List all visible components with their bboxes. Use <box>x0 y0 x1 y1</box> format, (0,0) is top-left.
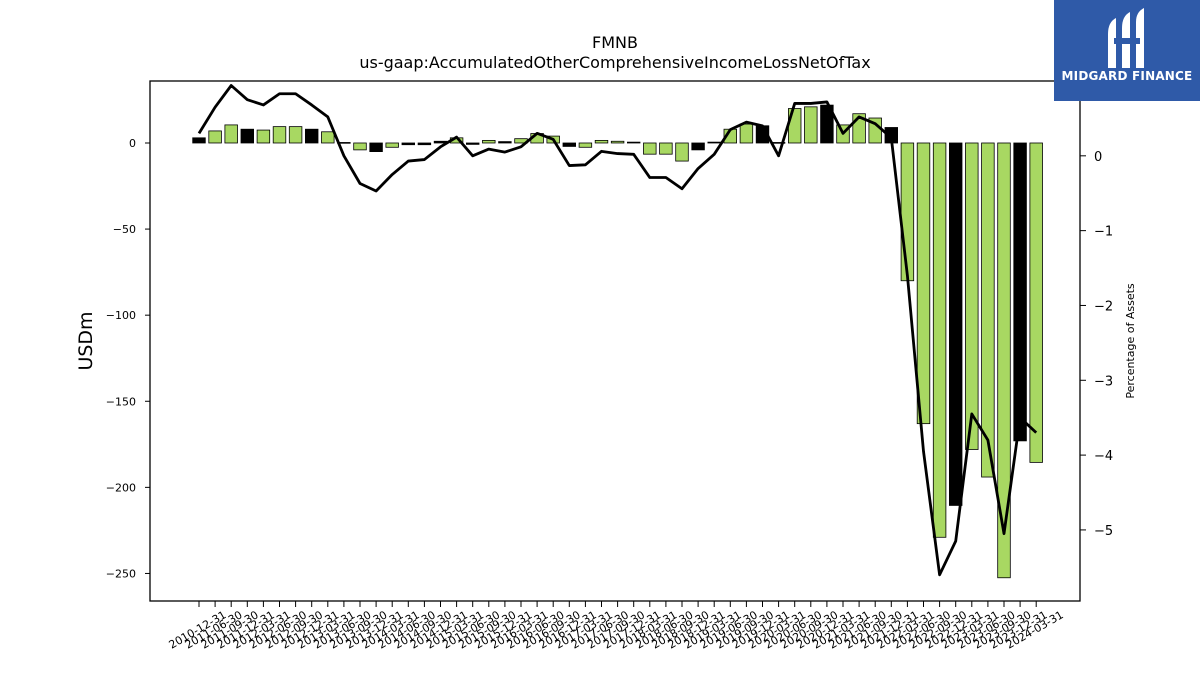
bar <box>224 124 238 144</box>
bar <box>949 142 963 506</box>
bar <box>804 106 818 144</box>
bar <box>304 128 319 144</box>
bar <box>401 142 416 146</box>
bar <box>997 142 1011 579</box>
bar <box>900 142 915 282</box>
bar <box>321 131 335 144</box>
y-tick-label: −100 <box>106 309 136 322</box>
bar <box>643 142 657 155</box>
bar <box>981 142 995 478</box>
bar <box>417 142 432 146</box>
line-series <box>197 84 1038 577</box>
percentage-line <box>197 84 1038 577</box>
bar <box>675 142 689 162</box>
bar <box>1013 142 1027 442</box>
logo-text: MIDGARD FINANCE <box>1061 69 1193 83</box>
bar <box>562 142 577 147</box>
logo-mark-icon <box>1108 8 1144 68</box>
y2-tick-label: −2 <box>1094 299 1113 314</box>
left-axis: 0 −50 −100 −150 −200 −250 <box>106 137 150 580</box>
bar <box>385 142 399 148</box>
brand-logo: MIDGARD FINANCE <box>1054 0 1200 101</box>
bar <box>272 126 287 144</box>
bar <box>482 139 496 144</box>
chart-subtitle: us-gaap:AccumulatedOtherComprehensiveInc… <box>359 53 870 72</box>
y2-tick-label: −4 <box>1094 449 1113 464</box>
chart-title: FMNB <box>592 33 638 52</box>
bar <box>659 142 673 155</box>
bar <box>594 139 609 144</box>
bar <box>627 141 641 144</box>
bar <box>256 129 271 144</box>
bar <box>610 140 625 144</box>
x-axis: 2010-12-312011-06-302011-09-302011-12-31… <box>167 601 1066 652</box>
bar <box>1029 142 1043 463</box>
y2-tick-label: −1 <box>1094 225 1113 240</box>
y2-tick-label: −5 <box>1094 524 1113 539</box>
bar <box>369 142 383 153</box>
plot-frame <box>149 80 1081 602</box>
y2-axis-label: Percentage of Assets <box>1124 283 1137 399</box>
y2-tick-label: −3 <box>1094 374 1113 389</box>
bar <box>288 126 303 144</box>
bar <box>192 137 206 144</box>
y-axis-label: USDm <box>75 311 97 370</box>
bar <box>707 141 721 144</box>
y2-tick-label: 0 <box>1094 150 1102 165</box>
bar <box>578 142 593 148</box>
y-tick-label: −200 <box>106 481 136 494</box>
bar <box>932 142 947 538</box>
bar <box>820 104 834 144</box>
y-tick-label: −50 <box>113 223 136 236</box>
bar <box>965 142 979 450</box>
bar <box>498 141 512 144</box>
bar <box>208 130 222 144</box>
bar-series <box>192 104 1043 579</box>
bar <box>240 128 255 144</box>
right-axis: 0 −1 −2 −3 −4 −5 <box>1080 150 1113 539</box>
y-tick-label: −150 <box>106 395 136 408</box>
bar <box>691 142 705 151</box>
bar <box>739 123 754 144</box>
bar <box>353 142 367 151</box>
bar <box>916 142 931 425</box>
bar <box>465 142 480 145</box>
y-tick-label: −250 <box>106 567 136 580</box>
y-tick-label: 0 <box>129 137 136 150</box>
